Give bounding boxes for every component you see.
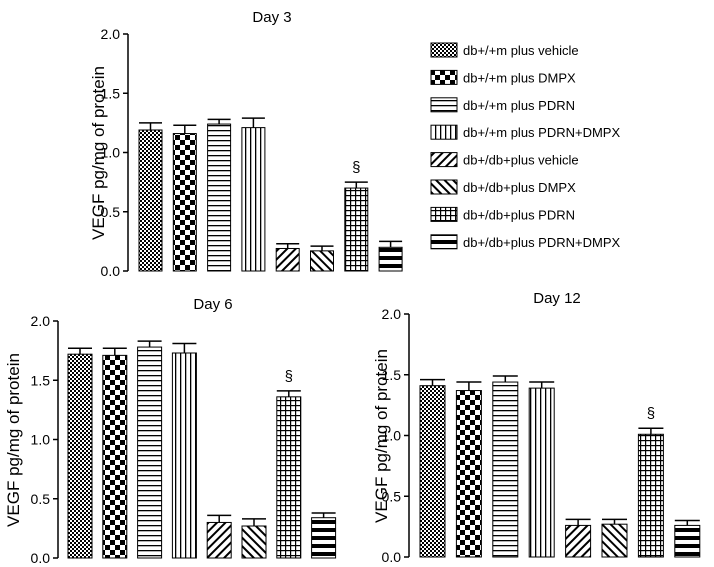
legend-item-8: db+/db+plus PDRN+DMPX [430, 234, 620, 250]
y-tick-label: 0.0 [382, 549, 402, 565]
bar-1 [138, 129, 163, 272]
y-axis-label: VEGF pg/mg of protein [89, 66, 108, 240]
legend-swatch [430, 97, 458, 113]
bar-1 [67, 353, 93, 559]
legend-item-2: db+/+m plus DMPX [430, 69, 576, 85]
legend-swatch [430, 124, 458, 140]
legend: db+/+m plus vehicle db+/+m plus DMPX db+/+… [430, 42, 620, 250]
bar-2 [102, 354, 128, 559]
y-tick-label: 0.0 [31, 550, 51, 566]
y-tick-label: 0.5 [101, 204, 121, 220]
bar-2 [172, 133, 197, 272]
bar-6 [310, 250, 334, 272]
bar-8 [674, 524, 701, 558]
y-tick-label: 0.0 [101, 263, 121, 279]
y-tick-label: 1.5 [31, 372, 51, 388]
legend-swatch [430, 69, 458, 85]
bar-4 [171, 352, 197, 559]
chart-title: Day 3 [252, 9, 291, 26]
bar-5 [275, 247, 300, 272]
legend-swatch [430, 234, 458, 250]
legend-label: db+/+m plus vehicle [463, 43, 579, 58]
y-tick-label: 1.0 [101, 145, 121, 161]
bar-5 [206, 521, 232, 559]
legend-label: db+/db+plus PDRN+DMPX [463, 235, 620, 250]
legend-item-3: db+/+m plus PDRN [430, 97, 575, 113]
legend-swatch [430, 152, 458, 168]
chart-3: Day 12 VEGF pg/mg of protein 0.0 0.5 1.0 1.5 2… [372, 290, 701, 565]
bar-1 [419, 385, 446, 558]
charts-layer: Day 3 VEGF pg/mg of protein 0.0 0.5 1.0 1.5 2.… [4, 9, 701, 566]
legend-label: db+/db+plus PDRN [463, 207, 575, 222]
y-tick-label: 0.5 [31, 491, 51, 507]
significance-marker: § [285, 368, 293, 385]
bar-7 [637, 433, 664, 558]
y-tick-label: 1.0 [382, 428, 402, 444]
y-tick-label: 1.5 [101, 85, 121, 101]
bar-7 [344, 187, 369, 272]
bar-6 [601, 523, 628, 558]
legend-label: db+/+m plus PDRN [463, 98, 575, 113]
legend-label: db+/db+plus vehicle [463, 153, 579, 168]
legend-swatch [430, 206, 458, 222]
legend-item-5: db+/db+plus vehicle [430, 152, 579, 168]
y-tick-label: 2.0 [101, 26, 121, 42]
y-tick-label: 0.5 [382, 488, 402, 504]
y-tick-label: 1.0 [31, 432, 51, 448]
bar-7 [276, 396, 302, 559]
y-tick-label: 1.5 [382, 367, 402, 383]
legend-label: db+/+m plus PDRN+DMPX [463, 125, 620, 140]
bar-2 [455, 390, 482, 558]
legend-label: db+/+m plus DMPX [463, 70, 576, 85]
y-tick-label: 2.0 [382, 306, 402, 322]
bar-4 [241, 127, 266, 272]
chart-1: Day 3 VEGF pg/mg of protein 0.0 0.5 1.0 1.5 2.… [89, 9, 403, 279]
bar-8 [378, 246, 403, 272]
bar-3 [492, 381, 519, 558]
legend-item-1: db+/+m plus vehicle [430, 42, 579, 58]
bar-8 [311, 517, 337, 559]
bar-5 [565, 524, 592, 558]
bar-3 [207, 123, 232, 272]
significance-marker: § [647, 405, 655, 422]
bar-4 [528, 387, 555, 558]
y-axis-label: VEGF pg/mg of protein [372, 349, 391, 523]
chart-title: Day 12 [533, 290, 581, 307]
bar-3 [137, 346, 163, 559]
bar-6 [241, 525, 267, 559]
legend-label: db+/db+plus DMPX [463, 180, 576, 195]
chart-2: Day 6 VEGF pg/mg of protein 0.0 0.5 1.0 1.5 2.… [4, 296, 337, 566]
legend-swatch [430, 42, 458, 58]
legend-item-7: db+/db+plus PDRN [430, 206, 575, 222]
chart-title: Day 6 [193, 296, 232, 313]
significance-marker: § [352, 159, 360, 176]
legend-item-4: db+/+m plus PDRN+DMPX [430, 124, 620, 140]
y-axis-label: VEGF pg/mg of protein [4, 353, 23, 527]
legend-item-6: db+/db+plus DMPX [430, 179, 576, 195]
legend-swatch [430, 179, 458, 195]
y-tick-label: 2.0 [31, 313, 51, 329]
